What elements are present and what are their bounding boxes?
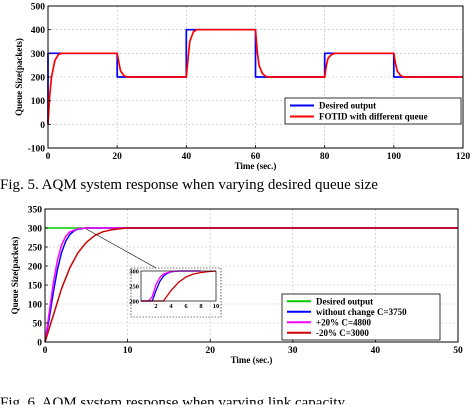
x-tick-label: 40 [182, 152, 192, 162]
x-tick-label: 30 [288, 346, 298, 356]
x-tick-label: 80 [320, 152, 330, 162]
inset-x-tick-label: 8 [199, 303, 203, 310]
y-tick-label: 350 [28, 206, 43, 216]
series-line-2 [47, 28, 463, 125]
x-tick-label: 60 [251, 152, 261, 162]
x-tick-label: 20 [205, 346, 215, 356]
legend-label: FOTID with different queue [319, 112, 428, 122]
series-line-4 [44, 227, 458, 343]
inset-x-tick-label: 10 [213, 303, 220, 310]
axes-frame [44, 208, 459, 343]
y-tick-label: 500 [31, 3, 46, 13]
y-tick-label: 400 [31, 26, 46, 36]
inset-y-tick-label: 250 [129, 284, 139, 291]
inset-y-tick-label: 200 [129, 299, 139, 306]
y-axis-label: Queue Size(packets) [14, 38, 24, 116]
inset-chart: 2 4 6 8 10 200 250 300 [86, 228, 222, 318]
y-tick-label: 300 [31, 50, 46, 60]
y-tick-label: 150 [28, 282, 43, 292]
figure-6-caption: Fig. 6. AQM system response when varying… [0, 395, 345, 411]
inset-x-tick-label: 4 [169, 303, 173, 310]
legend-label: without change C=3750 [316, 307, 407, 317]
x-axis-label: Time (sec.) [235, 161, 277, 171]
y-tick-label: 50 [33, 320, 43, 330]
legend-label: +20% C=4800 [316, 317, 372, 327]
x-tick-label: 10 [123, 346, 133, 356]
x-tick-label: 100 [387, 152, 402, 162]
inset-axes-frame [140, 270, 217, 302]
y-tick-label: 0 [40, 121, 45, 131]
y-tick-label: 200 [28, 263, 43, 273]
series-line-3 [44, 227, 458, 343]
x-axis-label: Time (sec.) [231, 355, 273, 365]
y-tick-label: 300 [28, 225, 43, 235]
legend-box [284, 97, 462, 125]
y-tick-label: 100 [31, 97, 46, 107]
x-tick-label: 50 [453, 346, 463, 356]
legend-label: Desired output [319, 101, 376, 111]
x-tick-label: 120 [456, 152, 471, 162]
y-tick-label: 0 [37, 339, 42, 349]
chart-bottom: 0 10 20 30 40 50 0 50 100 150 200 250 300 350 Time (se… [10, 206, 463, 366]
y-tick-label: 250 [28, 244, 43, 254]
inset-x-tick-label: 6 [184, 303, 188, 310]
legend-label: Desired output [316, 296, 373, 306]
x-tick-label: 40 [371, 346, 381, 356]
legend-label: -20% C=3000 [316, 328, 369, 338]
figure-5-caption: Fig. 5. AQM system response when varying… [0, 177, 378, 193]
y-axis-label: Queue Size(packets) [10, 237, 20, 315]
y-tick-label: 200 [31, 74, 46, 84]
y-tick-label: -100 [28, 145, 46, 155]
inset-y-tick-label: 300 [129, 269, 139, 276]
chart-top: 0 20 40 60 80 100 120-1000100200300400500Time … [14, 3, 470, 172]
inset-x-tick-label: 2 [154, 303, 157, 310]
x-tick-label: 0 [46, 152, 51, 162]
inset-callout-line [86, 228, 157, 269]
x-tick-label: 20 [112, 152, 122, 162]
y-tick-label: 100 [28, 301, 43, 311]
x-tick-label: 0 [43, 346, 48, 356]
inset-callout-frame [130, 267, 222, 318]
